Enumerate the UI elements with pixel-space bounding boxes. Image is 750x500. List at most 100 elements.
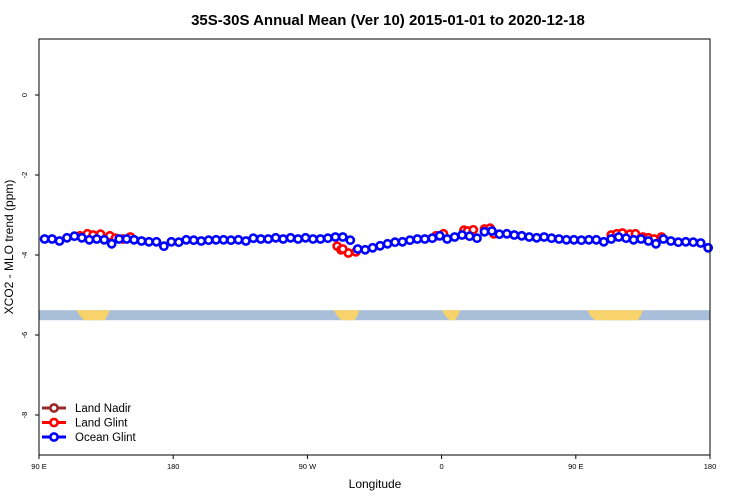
data-point [494,229,505,240]
land-segment [333,310,360,321]
data-point [606,234,617,244]
legend-marker [49,432,59,442]
data-point [129,234,139,245]
data-point [144,236,154,247]
data-point [427,233,438,244]
x-tick-label: 90 E [31,462,46,471]
data-point [665,236,676,246]
data-point [457,230,468,240]
legend-label: Land Nadir [75,403,131,415]
land-segment [441,310,461,321]
data-point [479,226,490,237]
data-point [561,234,572,245]
data-point [405,235,415,246]
y-tick-label: 0 [20,93,29,97]
data-point [166,236,177,247]
data-point [390,237,400,248]
data-point [472,233,482,244]
legend-item: Land Nadir [42,403,131,415]
data-point [509,230,520,240]
data-point [337,244,348,254]
series-ocean-glint [39,226,714,255]
data-point [651,238,661,249]
y-axis-label: XCO2 - MLO trend (ppm) [2,180,16,315]
data-point [695,238,706,248]
data-point [84,234,95,245]
data-point [211,234,221,245]
data-point [360,244,371,255]
data-point [255,234,266,244]
y-tick-label: -8 [20,412,29,419]
x-tick-label: 90 W [299,462,317,471]
legend-label: Land Glint [75,418,128,430]
data-point [531,232,542,243]
data-point [643,236,654,246]
land-segment [586,310,643,321]
data-point [308,234,318,244]
data-point [158,241,169,252]
data-point [397,236,408,247]
data-point [337,232,348,242]
data-point [99,234,110,245]
data-point [598,236,609,247]
data-point [636,234,646,244]
data-point [628,234,639,245]
legend-label: Ocean Glint [75,432,137,444]
data-point [382,238,393,249]
land-segment [76,310,110,321]
data-point [76,232,87,243]
data-point [442,234,453,244]
data-point [516,230,527,241]
x-tick-label: 180 [167,462,180,471]
legend: Land Nadir Land Glint Ocean Glint [42,403,137,444]
data-point [188,235,199,246]
data-point [248,233,259,244]
data-point [330,232,341,242]
y-axis: 0 -2 -4 -6 -8 [20,93,39,418]
data-point [173,237,184,248]
data-point [554,234,564,244]
data-point [47,234,57,244]
data-point [226,235,236,246]
plot-frame [38,38,711,456]
data-point [703,242,714,253]
data-point [539,232,550,242]
data-point [501,228,512,239]
data-point [412,234,423,244]
data-point [375,240,385,251]
data-point [300,232,311,243]
data-point [419,234,430,244]
data-point [121,234,132,244]
data-point [613,232,624,242]
x-tick-label: 180 [704,462,717,471]
data-point [658,234,669,244]
data-point [546,233,557,244]
x-axis: 90 E 180 90 W 0 90 E 180 [31,455,716,471]
data-point [487,226,497,236]
data-point [39,234,50,244]
data-point [621,233,632,244]
data-point [218,234,229,245]
data-point [583,234,594,245]
data-point [151,236,162,247]
data-point [278,234,289,244]
data-point [203,235,214,246]
data-point [464,231,475,242]
legend-item: Land Glint [42,418,128,430]
data-point [270,232,281,243]
data-point [688,237,699,248]
chart-title: 35S-30S Annual Mean (Ver 10) 2015-01-01 … [191,12,585,29]
data-point [524,232,535,242]
data-point [91,234,102,244]
data-point [54,236,65,246]
ocean-band [39,310,710,321]
data-point [569,234,579,245]
data-point [576,235,587,246]
data-point [434,230,445,241]
data-point [181,234,192,245]
data-point [69,231,80,242]
data-point [315,234,326,244]
y-tick-label: -2 [20,172,29,179]
data-point [591,234,602,245]
data-point [106,238,117,249]
